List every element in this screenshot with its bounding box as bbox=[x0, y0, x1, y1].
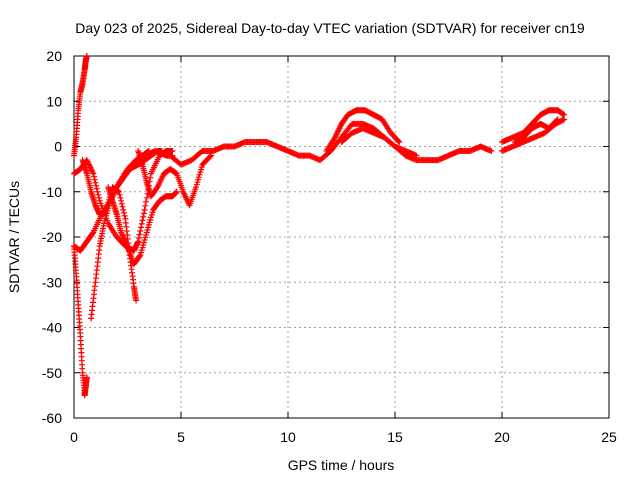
data-point bbox=[142, 202, 149, 209]
data-point bbox=[83, 53, 90, 59]
data-point bbox=[133, 297, 140, 304]
data-point bbox=[488, 148, 495, 154]
data-point bbox=[120, 206, 127, 213]
data-point bbox=[118, 200, 125, 207]
data-point bbox=[173, 188, 180, 195]
x-tick-label: 10 bbox=[280, 429, 296, 445]
x-tick-label: 25 bbox=[601, 429, 617, 445]
data-point bbox=[93, 185, 100, 192]
data-point bbox=[136, 231, 143, 238]
series-arc-b bbox=[79, 157, 140, 304]
series-mid-hump-upper bbox=[323, 107, 403, 154]
data-point bbox=[91, 176, 98, 183]
data-point bbox=[93, 182, 100, 189]
y-tick-label: 0 bbox=[54, 139, 62, 155]
data-point bbox=[140, 210, 147, 217]
data-point bbox=[116, 191, 123, 198]
data-point bbox=[138, 224, 145, 231]
data-point bbox=[94, 188, 101, 195]
x-axis-label: GPS time / hours bbox=[288, 457, 395, 473]
data-point bbox=[395, 138, 402, 144]
data-point bbox=[413, 152, 420, 159]
data-point bbox=[117, 194, 124, 201]
data-point bbox=[139, 217, 146, 224]
data-point bbox=[553, 117, 560, 124]
series-late-arc-mid bbox=[511, 116, 561, 145]
series-late-arc-upper bbox=[499, 107, 568, 145]
series-arc-falling-deep bbox=[71, 243, 90, 399]
y-tick-label: -50 bbox=[42, 365, 62, 381]
data-point bbox=[554, 116, 561, 123]
y-axis-label: SDTVAR / TECUs bbox=[6, 181, 22, 293]
data-point bbox=[92, 179, 99, 186]
grid-lines bbox=[74, 56, 609, 418]
data-point bbox=[138, 220, 145, 227]
data-series bbox=[71, 53, 568, 399]
data-point bbox=[136, 253, 143, 260]
data-point bbox=[96, 194, 102, 201]
y-tick-label: 20 bbox=[46, 48, 62, 64]
data-point bbox=[141, 206, 148, 213]
y-tick-label: -20 bbox=[42, 229, 62, 245]
data-point bbox=[140, 213, 147, 220]
data-point bbox=[143, 198, 149, 205]
data-point bbox=[561, 116, 568, 123]
x-tick-label: 5 bbox=[177, 429, 185, 445]
x-tick-label: 15 bbox=[387, 429, 403, 445]
x-tick-label: 20 bbox=[494, 429, 510, 445]
data-point bbox=[121, 212, 128, 219]
data-point bbox=[83, 374, 90, 381]
data-point bbox=[120, 209, 127, 216]
axis-ticks: 0 5 10 15 20 25 -60 -50 -40 -30 -20 -10 0 10 20 bbox=[42, 48, 617, 445]
data-point bbox=[90, 170, 97, 177]
series-mid-hump-lower bbox=[338, 125, 420, 159]
data-point bbox=[396, 139, 403, 145]
y-tick-label: 10 bbox=[46, 93, 62, 109]
y-tick-label: -40 bbox=[42, 320, 62, 336]
data-point bbox=[118, 197, 125, 204]
series-arc-d bbox=[105, 184, 180, 268]
data-point bbox=[147, 174, 154, 181]
y-tick-label: -30 bbox=[42, 274, 62, 290]
series-arc-e bbox=[135, 148, 214, 209]
data-point bbox=[135, 238, 142, 245]
data-point bbox=[143, 194, 150, 201]
y-tick-label: -60 bbox=[42, 410, 62, 426]
chart-title: Day 023 of 2025, Sidereal Day-to-day VTE… bbox=[75, 20, 585, 36]
data-point bbox=[135, 235, 142, 241]
data-point bbox=[119, 203, 126, 210]
series-baseline bbox=[167, 120, 495, 168]
series-arc-rising-steep bbox=[71, 53, 90, 159]
data-point bbox=[95, 191, 102, 198]
data-point bbox=[91, 173, 97, 180]
x-tick-label: 0 bbox=[70, 429, 78, 445]
data-point bbox=[137, 228, 144, 234]
data-point bbox=[207, 153, 213, 160]
y-tick-label: -10 bbox=[42, 184, 62, 200]
